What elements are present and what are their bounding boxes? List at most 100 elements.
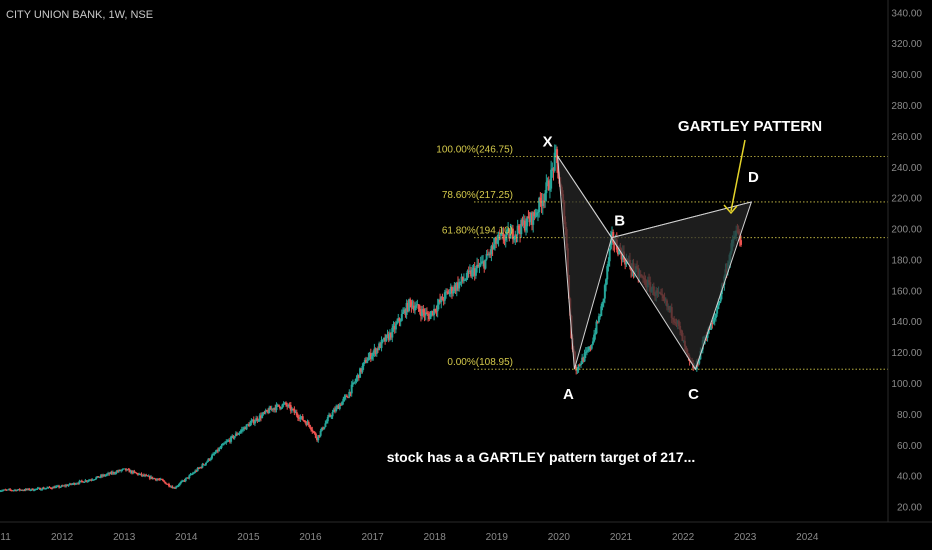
candle-body (35, 488, 38, 490)
candle-body (239, 430, 242, 433)
candle-body (158, 479, 161, 481)
candle-body (99, 475, 102, 478)
time-tick-label: 2021 (610, 532, 633, 543)
candle-body (353, 382, 356, 384)
candle-body (210, 455, 213, 459)
candle-body (204, 462, 207, 465)
candle-body (170, 486, 173, 488)
pattern-line-xb (557, 156, 613, 238)
candle-body (58, 485, 61, 488)
candle-body (379, 343, 382, 348)
candle-body (121, 469, 124, 471)
candle-body (554, 149, 557, 153)
candle-body (76, 483, 79, 485)
price-tick-label: 320.00 (891, 39, 922, 50)
candle-body (435, 311, 438, 313)
pattern-triangle-xab (556, 154, 613, 370)
candle-body (539, 197, 542, 202)
candle-body (34, 488, 37, 491)
candle-body (606, 266, 609, 280)
candle-body (138, 474, 141, 476)
candle-body (519, 230, 522, 235)
candle-body (30, 488, 33, 490)
candle-body (380, 340, 383, 348)
candle-body (416, 304, 419, 306)
candle-body (250, 420, 253, 423)
candle-body (218, 448, 221, 452)
candle-body (157, 479, 160, 481)
candle-body (262, 412, 265, 415)
candle-body (713, 317, 716, 320)
candle-body (148, 475, 151, 479)
time-tick-label: 2019 (486, 532, 509, 543)
candle-body (316, 437, 319, 441)
candle-body (29, 489, 32, 491)
price-tick-label: 260.00 (891, 132, 922, 143)
candle-body (206, 461, 209, 463)
candle-body (618, 246, 621, 255)
candle-body (9, 489, 12, 491)
candle-body (226, 440, 229, 442)
candle-body (599, 316, 602, 318)
candle-body (455, 282, 458, 291)
candle-body (337, 405, 340, 409)
candle-body (301, 416, 304, 421)
candle-body (195, 470, 198, 472)
candle-body (552, 168, 555, 171)
candle-body (439, 299, 442, 303)
candle-body (242, 429, 245, 431)
candle-body (64, 485, 67, 487)
candle-body (256, 418, 259, 421)
candle-body (300, 416, 303, 418)
candle-body (85, 480, 88, 482)
candle-body (271, 408, 274, 410)
candle-body (476, 264, 479, 269)
candle-body (49, 487, 52, 489)
candle-body (165, 483, 168, 485)
candle-body (290, 408, 293, 411)
candle-body (46, 487, 49, 489)
candle-body (349, 391, 352, 394)
candle-body (498, 234, 501, 236)
candle-body (299, 417, 302, 420)
candle-body (255, 418, 258, 422)
candle-body (113, 472, 116, 474)
candle-body (144, 475, 147, 477)
candle-body (139, 473, 142, 475)
candle-body (167, 483, 170, 487)
fib-level-label: 0.00%(108.95) (447, 357, 513, 368)
candle-body (127, 469, 130, 471)
candle-body (442, 300, 445, 302)
candle-body (87, 479, 90, 481)
candle-body (542, 200, 545, 202)
candle-body (52, 486, 55, 489)
candle-body (473, 268, 476, 276)
candle-body (503, 239, 506, 241)
candle-body (425, 312, 428, 314)
candle-body (16, 489, 19, 491)
candle-body (602, 298, 605, 303)
candle-body (141, 474, 144, 476)
candle-body (373, 348, 376, 353)
candle-body (22, 490, 25, 492)
candle-body (489, 253, 492, 255)
candle-body (101, 475, 104, 477)
candle-body (156, 479, 159, 481)
candle-body (274, 407, 277, 411)
candle-body (240, 429, 243, 431)
candle-body (392, 325, 395, 328)
candle-body (589, 346, 592, 349)
candle-body (28, 488, 31, 491)
candle-body (140, 473, 143, 476)
candle-body (441, 296, 444, 301)
candle-body (302, 420, 305, 422)
candle-body (409, 299, 412, 302)
candle-body (587, 350, 590, 352)
candle-body (177, 485, 180, 487)
candle-body (185, 477, 188, 479)
price-tick-label: 220.00 (891, 194, 922, 205)
candle-body (710, 323, 713, 330)
candle-body (449, 287, 452, 292)
candle-body (162, 479, 165, 481)
